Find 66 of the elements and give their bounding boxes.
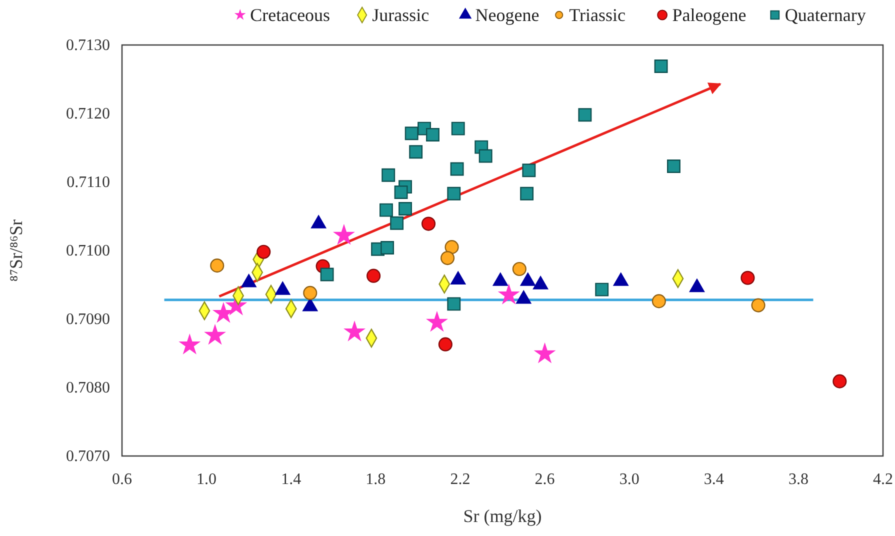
point: [740, 270, 755, 285]
y-tick-label: 0.7070: [66, 448, 110, 465]
point: [421, 216, 436, 231]
point: [654, 60, 668, 73]
point: [390, 216, 404, 230]
point: [210, 258, 224, 273]
point: [332, 224, 355, 245]
x-tick-label: 2.2: [450, 471, 470, 488]
x-axis-title: Sr (mg/kg): [463, 506, 542, 526]
point: [447, 186, 461, 200]
point: [832, 374, 847, 388]
x-tick-label: 0.6: [112, 471, 132, 488]
legend-label: Paleogene: [672, 5, 746, 25]
point: [451, 122, 465, 136]
point: [595, 282, 609, 296]
point: [256, 244, 271, 259]
point: [366, 268, 381, 283]
point: [447, 297, 461, 311]
legend-label: Quaternary: [784, 5, 866, 25]
x-tick-label: 3.0: [619, 471, 640, 488]
point: [204, 324, 226, 345]
point: [751, 298, 766, 312]
point: [522, 164, 536, 178]
point: [382, 168, 396, 182]
point: [426, 128, 440, 142]
point: [438, 337, 452, 352]
y-tick-label: 0.7110: [66, 174, 110, 191]
y-tick-label: 0.7090: [66, 311, 110, 328]
y-tick-label: 0.7120: [66, 106, 110, 122]
y-tick-label: 0.7130: [66, 37, 110, 54]
point: [512, 262, 526, 276]
point: [440, 251, 455, 266]
point: [652, 294, 666, 308]
y-tick-label: 0.7080: [66, 380, 110, 396]
legend-label: Triassic: [569, 5, 626, 25]
point: [398, 202, 412, 216]
point: [303, 286, 318, 300]
x-tick-label: 1.4: [281, 471, 302, 488]
point: [394, 186, 408, 199]
y-axis-title: ⁸⁷Sr/⁸⁶Sr: [6, 219, 26, 282]
point: [404, 126, 418, 140]
x-tick-label: 2.6: [534, 471, 555, 488]
point: [450, 162, 464, 176]
point: [344, 320, 366, 342]
point: [380, 203, 393, 217]
legend-label: Neogene: [475, 5, 540, 25]
legend-label: Jurassic: [372, 5, 430, 25]
point: [667, 160, 680, 173]
x-tick-label: 3.8: [788, 471, 808, 488]
x-tick-label: 1.0: [196, 471, 217, 488]
point: [409, 145, 423, 159]
point: [426, 310, 448, 332]
point: [444, 240, 459, 254]
point: [178, 333, 201, 354]
point: [478, 149, 492, 163]
point: [520, 186, 534, 200]
x-tick-label: 4.2: [873, 471, 893, 488]
point: [534, 342, 556, 364]
point: [320, 268, 334, 282]
x-tick-label: 3.4: [704, 471, 724, 488]
point: [498, 283, 520, 304]
legend-label: Cretaceous: [250, 5, 330, 25]
x-tick-label: 1.8: [366, 471, 386, 488]
y-tick-label: 0.7100: [66, 242, 110, 260]
point: [380, 241, 394, 254]
point: [578, 108, 592, 122]
